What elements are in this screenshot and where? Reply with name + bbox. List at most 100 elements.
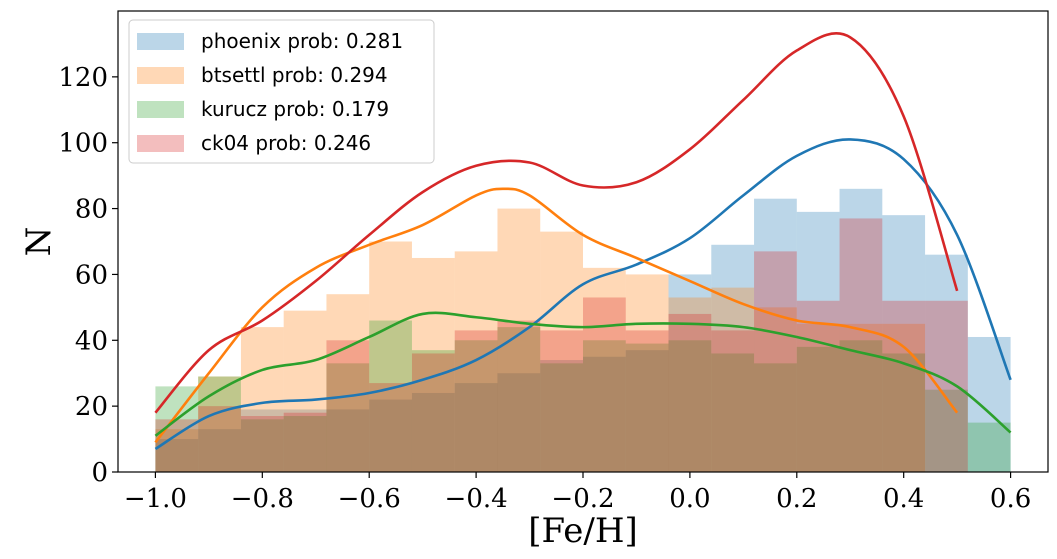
legend-label: btsettl prob: 0.294 bbox=[201, 63, 388, 87]
histogram-bar bbox=[625, 343, 669, 472]
histogram-bar bbox=[754, 363, 797, 472]
histogram-bar bbox=[411, 353, 455, 472]
histogram-bar bbox=[668, 297, 712, 472]
histogram-bar bbox=[583, 267, 626, 472]
histogram-bar bbox=[967, 422, 1011, 472]
x-tick-label: 0.4 bbox=[883, 484, 924, 514]
y-tick-label: 120 bbox=[58, 63, 108, 93]
histogram-bar bbox=[668, 313, 712, 472]
histogram-bar bbox=[925, 389, 968, 472]
histogram-bar bbox=[369, 320, 412, 472]
y-tick-label: 100 bbox=[58, 129, 108, 159]
bars-series-1 bbox=[155, 208, 926, 473]
histogram-bar bbox=[583, 340, 626, 472]
y-axis-ticks: 0 20 40 60 80 100 120 bbox=[58, 63, 118, 488]
histogram-bar bbox=[583, 356, 626, 472]
legend-box bbox=[128, 19, 435, 164]
y-tick-label: 20 bbox=[75, 392, 108, 422]
histogram-bar bbox=[326, 409, 370, 472]
legend-label: phoenix prob: 0.281 bbox=[201, 29, 403, 53]
histogram-bar bbox=[796, 346, 840, 472]
histogram-bar bbox=[240, 409, 284, 472]
histogram-bar bbox=[625, 274, 669, 472]
histogram-bar bbox=[240, 416, 284, 472]
histogram-bar bbox=[326, 340, 370, 472]
histogram-bar bbox=[283, 412, 327, 472]
histogram-bar bbox=[454, 330, 498, 472]
histogram-bar bbox=[454, 251, 498, 472]
kde-curves bbox=[154, 32, 1012, 451]
histogram-bar bbox=[155, 429, 199, 472]
x-tick-label: −1.0 bbox=[124, 484, 187, 514]
y-axis-title: N bbox=[19, 227, 59, 257]
legend-swatch bbox=[137, 135, 184, 152]
kde-line-series-3 bbox=[154, 32, 959, 414]
histogram-bar bbox=[540, 231, 583, 472]
legend-swatch bbox=[137, 101, 184, 118]
histogram-bar bbox=[925, 300, 968, 472]
histogram-bar bbox=[198, 376, 241, 472]
histogram-bar bbox=[283, 416, 327, 472]
histogram-bar bbox=[497, 320, 541, 472]
histogram-bar bbox=[668, 340, 712, 472]
histogram-bar bbox=[796, 323, 840, 472]
y-tick-label: 80 bbox=[75, 195, 108, 225]
x-tick-label: −0.2 bbox=[551, 484, 614, 514]
x-tick-label: 0.2 bbox=[776, 484, 817, 514]
histogram-bar bbox=[796, 300, 840, 472]
histogram-bar bbox=[198, 406, 241, 472]
x-tick-label: 0.0 bbox=[669, 484, 710, 514]
histogram-bar bbox=[839, 340, 883, 472]
histogram-bar bbox=[839, 218, 883, 472]
histogram-bar bbox=[540, 360, 583, 472]
histogram-bar bbox=[497, 373, 541, 472]
x-tick-label: −0.4 bbox=[445, 484, 508, 514]
histogram-bar bbox=[882, 300, 926, 472]
histogram-bar bbox=[882, 353, 926, 472]
histogram-bar bbox=[668, 274, 712, 472]
histogram-bar bbox=[369, 383, 412, 472]
histogram-bar bbox=[497, 208, 541, 473]
histogram-bar bbox=[711, 330, 755, 472]
histogram-bar bbox=[283, 310, 327, 472]
bars-series-2 bbox=[155, 320, 1011, 472]
bars-series-0 bbox=[155, 188, 1011, 473]
legend-label: kurucz prob: 0.179 bbox=[201, 97, 389, 121]
legend: phoenix prob: 0.281 btsettl prob: 0.294 ku… bbox=[128, 19, 435, 164]
x-tick-label: −0.6 bbox=[338, 484, 401, 514]
kde-line-series-2 bbox=[154, 311, 1012, 437]
x-axis-ticks: −1.0 −0.8 −0.6 −0.4 −0.2 0.0 0.2 0.4 0.6 bbox=[124, 472, 1031, 514]
legend-label: ck04 prob: 0.246 bbox=[201, 131, 371, 155]
histogram-bar bbox=[369, 241, 412, 472]
histogram-bar bbox=[540, 330, 583, 472]
histogram-bar bbox=[711, 244, 755, 472]
histogram-bar bbox=[283, 409, 327, 472]
histogram-bar bbox=[326, 363, 370, 472]
histogram-bar bbox=[882, 215, 926, 472]
histogram-bar bbox=[625, 350, 669, 472]
x-tick-label: 0.6 bbox=[990, 484, 1031, 514]
histogram-bar bbox=[625, 330, 669, 472]
histogram-bar bbox=[198, 376, 241, 472]
histogram-bar bbox=[240, 419, 284, 472]
histogram-bar bbox=[240, 327, 284, 472]
bars-series-3 bbox=[155, 218, 968, 472]
histogram-bar bbox=[411, 392, 455, 472]
y-tick-label: 40 bbox=[75, 326, 108, 356]
kde-line-series-0 bbox=[154, 138, 1012, 451]
kde-line-series-1 bbox=[154, 187, 959, 444]
legend-swatch bbox=[137, 67, 184, 84]
histogram-bar bbox=[198, 429, 241, 472]
histogram-bar bbox=[711, 287, 755, 472]
histogram-bar bbox=[454, 340, 498, 472]
histogram-bar bbox=[326, 294, 370, 472]
histogram-bar bbox=[497, 327, 541, 472]
histogram-bars bbox=[155, 188, 1011, 473]
histogram-bar bbox=[540, 363, 583, 472]
histogram-bar bbox=[925, 254, 968, 472]
histogram-bar bbox=[754, 251, 797, 472]
y-tick-label: 0 bbox=[91, 458, 108, 488]
y-tick-label: 60 bbox=[75, 260, 108, 290]
histogram-bar bbox=[411, 257, 455, 472]
